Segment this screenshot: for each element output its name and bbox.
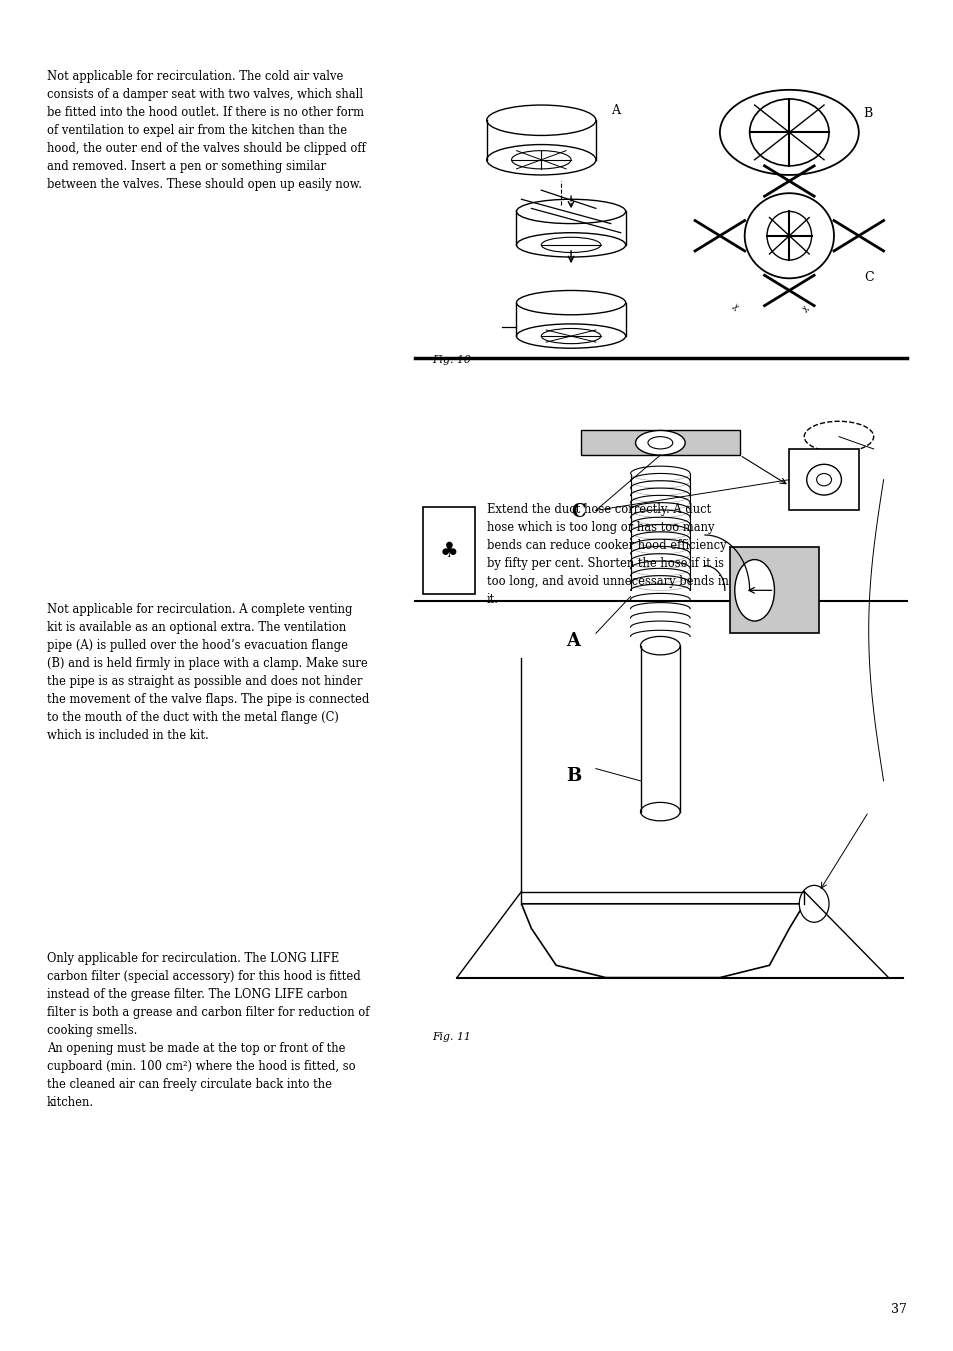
Text: ✂: ✂ xyxy=(729,301,741,313)
Ellipse shape xyxy=(486,145,596,176)
Ellipse shape xyxy=(816,474,831,486)
Polygon shape xyxy=(521,904,803,978)
FancyBboxPatch shape xyxy=(729,547,819,634)
Ellipse shape xyxy=(639,802,679,821)
Ellipse shape xyxy=(734,559,774,621)
Text: Not applicable for recirculation. The cold air valve
consists of a damper seat w: Not applicable for recirculation. The co… xyxy=(47,70,365,192)
Text: ♣: ♣ xyxy=(439,540,457,561)
Text: C: C xyxy=(571,503,585,520)
Text: Only applicable for recirculation. The LONG LIFE
carbon filter (special accessor: Only applicable for recirculation. The L… xyxy=(47,952,369,1109)
Text: 37: 37 xyxy=(890,1302,906,1316)
Polygon shape xyxy=(580,431,739,455)
Ellipse shape xyxy=(635,431,684,455)
Text: Not applicable for recirculation. A complete venting
kit is available as an opti: Not applicable for recirculation. A comp… xyxy=(47,603,369,742)
Text: B: B xyxy=(565,767,580,785)
Text: A: A xyxy=(610,104,619,118)
FancyBboxPatch shape xyxy=(788,449,858,511)
Text: ✂: ✂ xyxy=(799,301,811,313)
Circle shape xyxy=(799,885,828,923)
Text: Fig. 10: Fig. 10 xyxy=(432,355,471,365)
Ellipse shape xyxy=(806,465,841,494)
Ellipse shape xyxy=(516,324,625,349)
Text: Fig. 11: Fig. 11 xyxy=(432,1032,471,1042)
Ellipse shape xyxy=(647,436,672,449)
Text: Extend the duct hose correctly. A duct
hose which is too long or has too many
be: Extend the duct hose correctly. A duct h… xyxy=(486,503,728,605)
Ellipse shape xyxy=(516,232,625,257)
Text: A: A xyxy=(565,632,579,650)
Text: B: B xyxy=(862,107,872,120)
Ellipse shape xyxy=(639,636,679,655)
Text: C: C xyxy=(862,272,872,284)
